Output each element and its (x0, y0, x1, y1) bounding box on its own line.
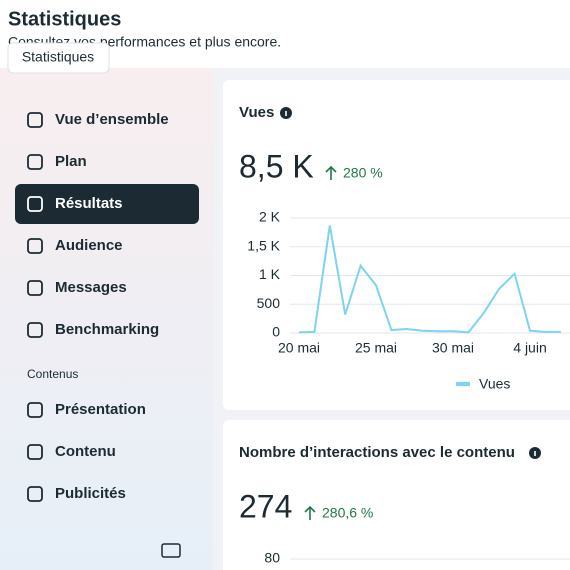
legend-label: Vues (479, 376, 510, 392)
nav-item[interactable]: Messages (55, 279, 127, 296)
nav-item[interactable]: Résultats (55, 195, 123, 212)
card-change: 280,6 % (322, 505, 373, 521)
card-title: Nombre d’interactions avec le contenu (239, 444, 515, 461)
nav-item[interactable]: Publicités (55, 485, 126, 502)
nav-item[interactable]: Vue d’ensemble (55, 111, 169, 128)
x-tick-label: 4 juin (513, 340, 546, 356)
nav-icon (27, 238, 43, 254)
active-item[interactable] (15, 184, 199, 224)
collapse-button[interactable] (161, 543, 181, 558)
section-label: Contenus (27, 367, 78, 381)
nav-icon (27, 486, 43, 502)
nav-item[interactable]: Contenu (55, 443, 116, 460)
card (223, 80, 570, 410)
page-title: Statistiques (8, 8, 121, 30)
nav-icon (27, 112, 43, 128)
y-tick-label: 1,5 K (247, 237, 280, 253)
card-title: Vues (239, 104, 274, 121)
card-total: 8,5 K (239, 148, 314, 184)
nav-icon (27, 280, 43, 296)
tooltip-text: Statistiques (22, 49, 94, 65)
nav-icon (27, 444, 43, 460)
card-total: 274 (239, 488, 292, 524)
card (223, 420, 570, 570)
nav-icon (27, 154, 43, 170)
tooltip (7, 42, 110, 74)
nav-item[interactable]: Plan (55, 153, 87, 170)
up-arrow (325, 165, 337, 180)
y-tick-label: 1 K (259, 266, 281, 282)
nav-icon (27, 196, 43, 212)
nav-icon (27, 402, 43, 418)
nav-item[interactable]: Benchmarking (55, 321, 159, 338)
nav-item[interactable]: Audience (55, 237, 123, 254)
plot (290, 217, 570, 334)
y-tick-label: 2 K (259, 209, 281, 225)
x-tick-label: 30 mai (432, 340, 474, 356)
x-tick-label: 25 mai (355, 340, 397, 356)
info-icon (534, 451, 536, 456)
x-tick-label: 20 mai (278, 340, 320, 356)
info-icon (285, 111, 287, 116)
y-tick-label: 80 (264, 550, 280, 566)
y-tick-label: 0 (272, 324, 280, 340)
nav-icon (27, 322, 43, 338)
y-tick-label: 500 (257, 295, 281, 311)
card-change: 280 % (343, 165, 383, 181)
nav-item[interactable]: Présentation (55, 401, 146, 418)
up-arrow (304, 505, 316, 520)
line (298, 225, 561, 334)
